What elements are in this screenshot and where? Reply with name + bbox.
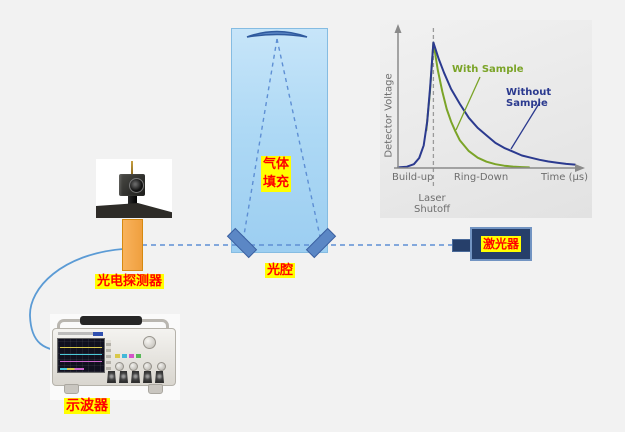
photodetector-block <box>122 219 143 271</box>
scope-menu-buttons <box>106 340 111 370</box>
ring-down-phase-label: Ring-Down <box>453 172 509 183</box>
bnc-connector <box>107 371 116 383</box>
y-axis-arrow-icon <box>394 24 402 33</box>
photodetector-label: 光电探测器 <box>95 274 165 289</box>
scope-brand-strip <box>58 332 98 335</box>
without-sample-leader-line <box>510 101 541 150</box>
bnc-connector <box>119 371 128 383</box>
chart-series-group <box>397 41 576 169</box>
laser-shutoff-label: Laser Shutoff <box>414 193 450 215</box>
laser-nozzle <box>452 239 472 252</box>
with-sample-series-label: With Sample <box>452 64 524 75</box>
scope-model-badge <box>93 332 103 336</box>
detector-pin <box>131 161 133 175</box>
cavity-label: 光腔 <box>265 263 296 278</box>
scope-screen <box>57 338 105 373</box>
scope-foot-right <box>148 384 163 394</box>
oscilloscope-photo <box>50 314 180 400</box>
scope-knob-2 <box>129 362 138 371</box>
scope-readout-strip <box>60 368 84 370</box>
chart-x-axis-label: Time (μs) <box>540 172 588 183</box>
scope-trace-ch2 <box>60 354 102 355</box>
without-sample-series-label: Without Sample <box>506 87 552 109</box>
scope-foot-left <box>64 384 79 394</box>
detector-head <box>119 174 145 196</box>
scope-handle <box>80 316 142 325</box>
detector-lens <box>129 178 144 193</box>
scope-knob-4 <box>157 362 166 371</box>
with-sample-leader-line <box>455 76 481 131</box>
bnc-connector <box>131 371 140 383</box>
bnc-connector <box>155 371 164 383</box>
series-line-with-sample <box>425 41 530 169</box>
scope-body <box>52 328 176 386</box>
ringdown-inset-chart: Detector Voltage Time (μs) Build-up Ring… <box>380 20 592 218</box>
oscilloscope-label: 示波器 <box>64 398 110 414</box>
build-up-phase-label: Build-up <box>392 172 434 183</box>
laser-label: 激光器 <box>480 236 521 252</box>
x-axis-arrow-icon <box>575 164 585 172</box>
scope-bnc-row <box>107 371 173 383</box>
series-line-without-sample <box>397 41 576 169</box>
scope-trace-ch3 <box>60 361 102 362</box>
gas-fill-label: 气体 填充 <box>261 156 292 192</box>
scope-knob-3 <box>143 362 152 371</box>
detector-base <box>96 203 172 218</box>
chart-canvas <box>394 24 585 187</box>
detector-post <box>128 196 137 209</box>
scope-knob-1 <box>115 362 124 371</box>
scope-trace-ch1 <box>60 347 102 348</box>
optical-cavity-body <box>231 28 328 253</box>
chart-y-axis-label: Detector Voltage <box>383 73 395 158</box>
bnc-connector <box>143 371 152 383</box>
photodetector-photo <box>96 159 172 218</box>
laser-device: 激光器 <box>470 227 532 261</box>
scope-channel-buttons <box>115 354 141 358</box>
scope-main-knob <box>143 336 156 349</box>
